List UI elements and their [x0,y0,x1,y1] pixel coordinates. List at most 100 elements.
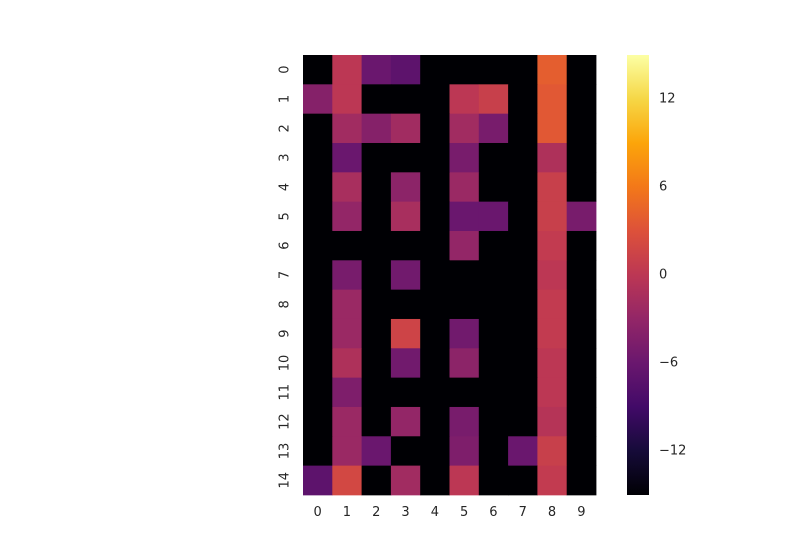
heatmap-cell [478,348,509,379]
heatmap-cell [420,465,450,496]
x-tick-label: 3 [401,505,409,520]
heatmap-cell [332,465,362,496]
heatmap-cell [537,436,568,467]
heatmap-cell [508,406,538,437]
heatmap-cell [390,201,421,232]
x-tick-label: 4 [431,505,439,520]
heatmap-cell [537,289,568,320]
heatmap-cell [361,230,392,261]
heatmap-cell [449,142,480,173]
heatmap-cell [478,230,509,261]
heatmap-cell [303,55,333,85]
x-tick-label: 1 [343,505,351,520]
y-tick-label: 14 [278,472,293,489]
x-tick-label: 0 [314,505,322,520]
heatmap-cell [508,172,538,203]
colorbar-gradient [627,55,649,495]
heatmap-cell [361,348,392,379]
heatmap-cell [361,260,392,291]
x-tick-label: 5 [460,505,468,520]
heatmap-cell [420,289,450,320]
heatmap-cell [566,142,597,173]
heatmap-cell [449,465,480,496]
y-tick-label: 8 [278,300,293,308]
colorbar [627,55,649,495]
y-tick-label: 5 [278,212,293,220]
heatmap-cell [420,436,450,467]
heatmap-cell [566,436,597,467]
heatmap-cell [508,55,538,85]
y-tick-label: 0 [278,66,293,74]
heatmap-cell [361,84,392,115]
heatmap-cell [478,84,509,115]
heatmap-cell [420,406,450,437]
x-tick-label: 7 [519,505,527,520]
heatmap-cell [508,84,538,115]
x-tick-label: 8 [548,505,556,520]
heatmap-cell [508,230,538,261]
heatmap-cell [390,55,421,85]
heatmap-cell [478,377,509,408]
colorbar-tick-label: 6 [659,180,667,195]
heatmap-cell [361,289,392,320]
heatmap-cell [566,230,597,261]
colorbar-tick-label: 0 [659,268,667,283]
heatmap-cell [303,84,333,115]
heatmap-cell [390,260,421,291]
heatmap-cell [361,201,392,232]
heatmap-cell [566,201,597,232]
heatmap-cell [449,113,480,144]
x-tick-label: 9 [577,505,585,520]
y-tick-label: 7 [278,271,293,279]
heatmap-cell [449,201,480,232]
x-tick-label: 6 [489,505,497,520]
heatmap-cell [537,142,568,173]
heatmap-cell [303,142,333,173]
heatmap-cell [566,377,597,408]
heatmap-cell [537,465,568,496]
heatmap-cell [361,113,392,144]
y-tick-label: 11 [278,384,293,401]
y-tick-label: 9 [278,329,293,337]
heatmap-cell [303,318,333,349]
heatmap-cell [420,84,450,115]
heatmap-cell [332,348,362,379]
heatmap-cell [508,348,538,379]
heatmap-cell [420,260,450,291]
heatmap-cell [537,377,568,408]
heatmap-cell [566,55,597,85]
heatmap-cell [449,406,480,437]
heatmap-cell [566,172,597,203]
heatmap-cell [478,406,509,437]
heatmap-cell [537,55,568,85]
colorbar-tick-labels: −12 −6 0 6 12 [659,92,686,459]
x-tick-label: 2 [372,505,380,520]
y-tick-label: 10 [278,355,293,372]
heatmap-cell [332,260,362,291]
heatmap-cell [478,318,509,349]
heatmap-cell [449,260,480,291]
heatmap-cell [508,289,538,320]
heatmap-cell [332,406,362,437]
heatmap-cell [390,113,421,144]
heatmap-cell [390,465,421,496]
heatmap-cell [361,436,392,467]
heatmap-cell [537,260,568,291]
heatmap-cell [361,172,392,203]
heatmap-cell [303,201,333,232]
heatmap-cell [303,406,333,437]
heatmap-cell [478,142,509,173]
heatmap-cell [390,289,421,320]
heatmap-cell [449,230,480,261]
heatmap-cell [449,84,480,115]
heatmap-cell [420,113,450,144]
heatmap-cell [537,230,568,261]
heatmap-cell [332,84,362,115]
heatmap-cell [449,289,480,320]
heatmap-cell [332,113,362,144]
heatmap-cell [303,377,333,408]
y-tick-label: 6 [278,241,293,249]
heatmap-cell [508,260,538,291]
heatmap-cell [537,113,568,144]
heatmap-cell [449,318,480,349]
